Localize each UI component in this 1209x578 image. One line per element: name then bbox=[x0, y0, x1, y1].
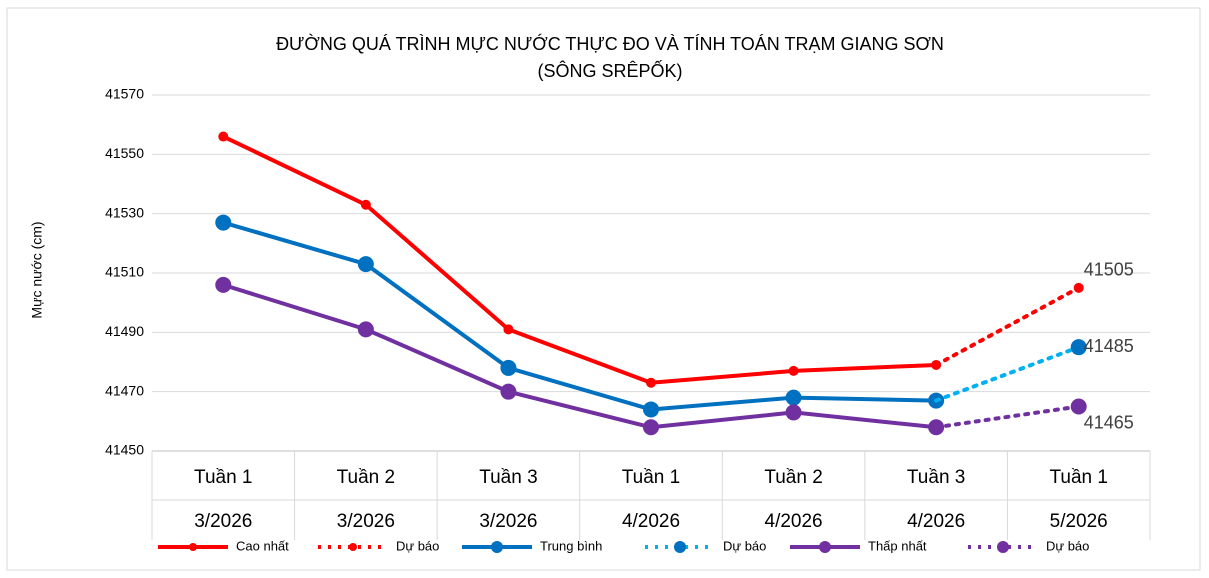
series-marker bbox=[357, 256, 374, 273]
series-marker bbox=[503, 324, 514, 335]
x-tick-label: Tuần 2 bbox=[764, 467, 822, 488]
series-line bbox=[222, 282, 937, 430]
series-marker bbox=[1073, 282, 1084, 293]
legend-marker bbox=[674, 541, 686, 553]
data-label: 41505 bbox=[1084, 260, 1134, 280]
chart-title: ĐƯỜNG QUÁ TRÌNH MỰC NƯỚC THỰC ĐO VÀ TÍNH… bbox=[276, 33, 944, 54]
y-tick-label: 41490 bbox=[105, 323, 144, 339]
series-marker bbox=[643, 419, 659, 436]
x-tick-label: Tuần 2 bbox=[337, 467, 395, 488]
y-tick-label: 41510 bbox=[105, 264, 144, 280]
y-tick-label: 41530 bbox=[105, 204, 144, 220]
y-tick-label: 41570 bbox=[105, 86, 144, 102]
series-marker bbox=[646, 377, 656, 388]
legend-marker bbox=[997, 541, 1009, 553]
series-line bbox=[934, 285, 1081, 367]
series-marker bbox=[1070, 398, 1087, 415]
series-marker bbox=[215, 214, 232, 231]
x-tick-label: Tuần 3 bbox=[907, 467, 965, 488]
legend-label: Trung bình bbox=[540, 538, 602, 553]
legend-label: Dự báo bbox=[1046, 538, 1089, 553]
legend-label: Cao nhất bbox=[236, 538, 289, 553]
series-marker bbox=[215, 276, 232, 293]
series-marker bbox=[643, 401, 659, 418]
series-marker bbox=[788, 365, 799, 376]
x-tick-label: Tuần 1 bbox=[622, 467, 680, 488]
x-group-label: 3/2026 bbox=[337, 511, 395, 532]
series-marker bbox=[1070, 339, 1087, 356]
series-marker bbox=[785, 389, 802, 406]
y-tick-label: 41470 bbox=[105, 382, 144, 398]
legend-label: Dự báo bbox=[396, 538, 439, 553]
y-tick-label: 41450 bbox=[105, 442, 144, 458]
x-group-label: 4/2026 bbox=[765, 511, 823, 532]
data-label: 41485 bbox=[1084, 336, 1134, 356]
series-marker bbox=[357, 321, 374, 338]
series-marker bbox=[500, 383, 517, 400]
series-marker bbox=[360, 199, 371, 210]
x-tick-label: Tuần 1 bbox=[1049, 467, 1107, 488]
series-line bbox=[934, 404, 1081, 430]
x-group-label: 5/2026 bbox=[1050, 511, 1108, 532]
y-axis-label: Mực nước (cm) bbox=[29, 221, 45, 318]
x-tick-label: Tuần 3 bbox=[479, 467, 537, 488]
x-group-label: 4/2026 bbox=[907, 511, 965, 532]
legend-label: Thấp nhất bbox=[868, 538, 927, 553]
legend-marker bbox=[189, 543, 197, 551]
x-tick-label: Tuần 1 bbox=[194, 467, 252, 488]
y-tick-label: 41550 bbox=[105, 145, 144, 161]
legend-marker bbox=[349, 543, 357, 551]
series-marker bbox=[218, 131, 229, 142]
series-marker bbox=[785, 404, 802, 421]
legend-label: Dự báo bbox=[723, 538, 766, 553]
chart-subtitle: (SÔNG SRÊPỐK) bbox=[537, 60, 682, 81]
x-group-label: 4/2026 bbox=[622, 511, 680, 532]
x-group-label: 3/2026 bbox=[194, 511, 252, 532]
chart-frame bbox=[6, 7, 1201, 571]
legend-marker bbox=[491, 541, 503, 553]
series-marker bbox=[500, 359, 517, 376]
data-label: 41465 bbox=[1084, 412, 1134, 432]
x-group-label: 3/2026 bbox=[479, 511, 537, 532]
series-line bbox=[222, 134, 937, 385]
legend-marker bbox=[819, 541, 831, 553]
series-line bbox=[222, 220, 937, 412]
